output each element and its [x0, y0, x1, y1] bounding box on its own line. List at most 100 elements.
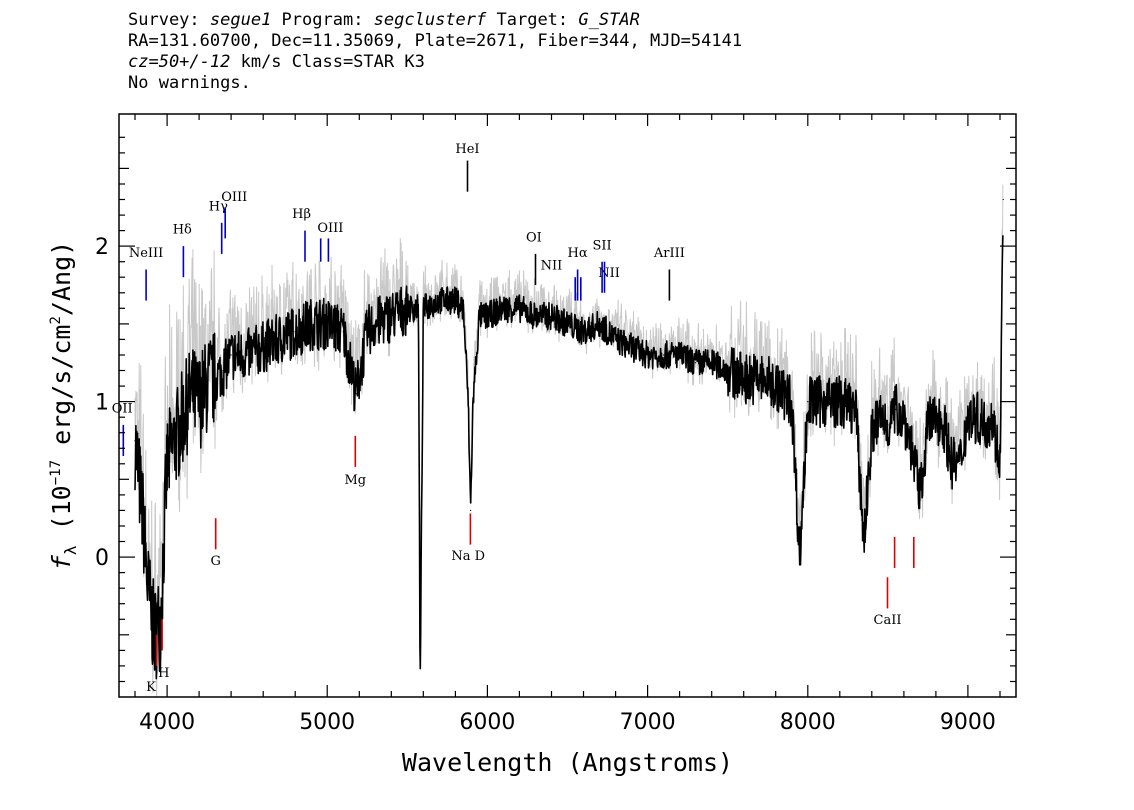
line-label: Hβ: [292, 207, 311, 222]
flux-point: [230, 354, 232, 356]
flux-point: [791, 401, 793, 403]
flux-point: [355, 393, 357, 395]
flux-point: [991, 416, 993, 418]
x-tick-label: 4000: [139, 710, 195, 735]
flux-point: [438, 300, 440, 302]
flux-point: [1002, 198, 1004, 201]
flux-point: [927, 424, 929, 426]
flux-point: [919, 494, 921, 496]
flux-point: [975, 416, 977, 418]
y-tick-label: 1: [95, 391, 109, 416]
flux-point: [310, 323, 312, 325]
flux-point: [799, 556, 801, 558]
flux-point: [472, 401, 474, 403]
line-label: OIII: [317, 221, 343, 236]
x-tick-label: 9000: [940, 710, 996, 735]
flux-point: [598, 323, 601, 325]
target-label: Target:: [486, 10, 579, 30]
y-axis-title-exp2: 2: [48, 316, 64, 324]
flux-point: [246, 354, 248, 356]
flux-point: [454, 300, 456, 302]
line-label: ArIII: [653, 246, 685, 261]
line-label: Hδ: [173, 223, 192, 238]
flux-point: [147, 587, 149, 589]
line-label: G: [211, 554, 221, 569]
flux-point: [214, 377, 216, 379]
flux-point: [951, 463, 953, 465]
flux-point: [855, 408, 857, 410]
flux-point: [727, 369, 729, 372]
flux-point: [374, 323, 376, 325]
flux-point: [631, 346, 633, 348]
line-label: HeI: [455, 142, 479, 157]
flux-point: [406, 307, 408, 309]
flux-point: [134, 439, 136, 442]
flux-point: [467, 401, 469, 403]
y-axis-title-exp1: −17: [48, 460, 64, 485]
flux-point: [679, 354, 681, 356]
flux-point: [615, 338, 617, 340]
flux-point: [935, 416, 937, 418]
line-label: OIII: [221, 190, 247, 205]
flux-point: [647, 354, 649, 356]
program-label: Program:: [271, 10, 374, 30]
x-tick-label: 8000: [780, 710, 836, 735]
flux-point: [166, 463, 168, 465]
flux-point: [895, 408, 897, 410]
survey-value: segue1: [209, 10, 272, 30]
header-line-4: No warnings.: [128, 73, 251, 93]
y-axis-title-f: f: [47, 554, 76, 570]
line-label: Mg: [344, 473, 366, 488]
flux-point: [967, 416, 969, 418]
flux-point: [775, 385, 777, 387]
flux-point: [160, 618, 162, 620]
flux-point: [879, 416, 881, 418]
flux-point: [863, 540, 865, 543]
flux-point: [663, 354, 665, 356]
line-label: SII: [593, 238, 612, 253]
y-tick-label: 0: [95, 546, 109, 571]
flux-point: [911, 447, 913, 449]
y-axis-title-sub: λ: [61, 545, 80, 555]
y-axis-title-mid: erg/s/cm: [47, 325, 76, 460]
flux-point: [959, 463, 961, 465]
class-info: km/s Class=STAR K3: [230, 52, 425, 72]
flux-point: [470, 509, 472, 511]
line-label: Hα: [568, 246, 588, 261]
flux-point: [550, 315, 553, 317]
flux-point: [943, 424, 945, 426]
x-tick-label: 5000: [299, 710, 355, 735]
flux-point: [182, 416, 184, 418]
flux-point: [278, 338, 280, 340]
x-tick-label: 6000: [459, 710, 515, 735]
flux-point: [366, 331, 368, 333]
x-tick-label: 7000: [620, 710, 676, 735]
flux-point: [190, 393, 192, 395]
flux-point: [582, 331, 585, 333]
flux-point: [839, 401, 841, 403]
flux-point: [142, 517, 144, 519]
y-axis-title-close: /Ang): [47, 241, 76, 316]
line-label: NII: [541, 259, 563, 274]
flux-line: [134, 235, 1004, 680]
line-label: OI: [526, 231, 542, 246]
flux-point: [534, 315, 537, 317]
flux-point: [566, 323, 569, 325]
line-label: Na D: [451, 549, 485, 564]
flux-point: [206, 385, 208, 387]
flux-point: [262, 346, 264, 348]
line-label: OII: [112, 402, 133, 417]
flux-point: [462, 307, 464, 309]
line-label: NII: [598, 266, 620, 281]
spectrum-header: Survey: segue1 Program: segclusterf Targ…: [128, 10, 742, 94]
flux-point: [486, 315, 488, 317]
x-axis-title: Wavelength (Angstroms): [402, 748, 733, 777]
header-line-2: RA=131.60700, Dec=11.35069, Plate=2671, …: [128, 31, 743, 51]
flux-point: [294, 331, 296, 333]
flux-point: [983, 424, 985, 426]
flux-point: [999, 463, 1001, 465]
flux-point: [871, 432, 873, 434]
target-value: G_STAR: [578, 10, 640, 30]
flux-point: [695, 362, 697, 364]
